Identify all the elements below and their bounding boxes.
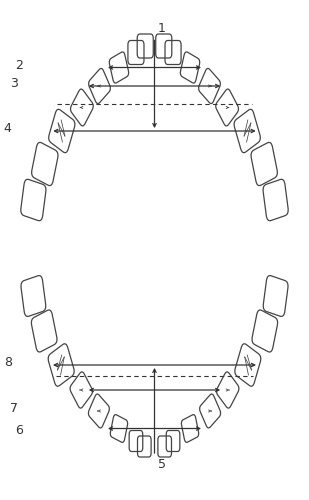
Text: 6: 6 — [15, 424, 23, 438]
Text: 5: 5 — [158, 458, 166, 470]
Text: 8: 8 — [4, 356, 12, 370]
Text: 4: 4 — [4, 122, 12, 136]
Text: 7: 7 — [10, 402, 18, 415]
Text: 3: 3 — [10, 77, 18, 90]
Text: 1: 1 — [158, 22, 165, 36]
Text: 2: 2 — [15, 59, 23, 72]
